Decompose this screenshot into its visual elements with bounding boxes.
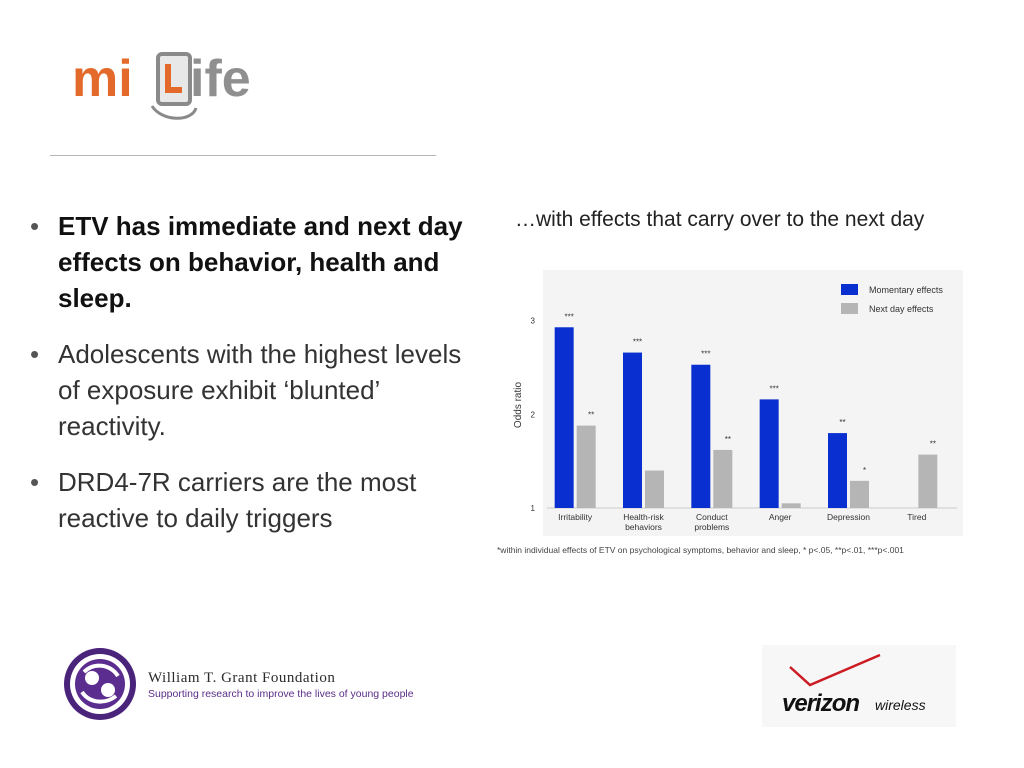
- chart-title: …with effects that carry over to the nex…: [515, 208, 925, 231]
- x-tick-label: Tired: [907, 512, 926, 522]
- y-tick-label: 2: [531, 410, 536, 419]
- logo-mi-text: mi: [72, 50, 133, 108]
- bar: [576, 425, 596, 508]
- header-divider: [50, 155, 436, 156]
- bullet-text: DRD4-7R carriers are the most reactive t…: [58, 467, 417, 533]
- significance-label: **: [839, 418, 845, 427]
- x-tick-label: problems: [694, 522, 729, 532]
- verizon-word: verizon: [782, 690, 860, 717]
- x-tick-label: Depression: [827, 512, 870, 522]
- wtgf-logo: [64, 648, 136, 720]
- significance-label: **: [588, 411, 594, 420]
- chart-footnote: *within individual effects of ETV on psy…: [497, 545, 904, 555]
- y-axis-label: Odds ratio: [513, 381, 524, 428]
- verizon-logo: [762, 645, 956, 727]
- plot-background: [543, 270, 963, 536]
- legend-label: Next day effects: [869, 304, 934, 314]
- logo-life-text: ife: [190, 50, 251, 108]
- bar: [828, 433, 847, 508]
- verizon-wireless-word: wireless: [875, 697, 926, 713]
- bullet-dot: •: [30, 211, 40, 241]
- bar: [623, 352, 642, 508]
- legend-label: Momentary effects: [869, 285, 943, 295]
- bullet-text: Adolescents with the highest levels of e…: [58, 339, 462, 441]
- wtgf-tagline: Supporting research to improve the lives…: [148, 688, 414, 700]
- verizon-check-icon: [789, 653, 881, 687]
- x-tick-label: Conduct: [696, 512, 728, 522]
- bullet-dot: •: [30, 339, 40, 369]
- bar: [713, 449, 733, 508]
- significance-label: ***: [701, 350, 710, 359]
- bar: [850, 480, 869, 508]
- significance-label: ***: [769, 384, 778, 393]
- bar: [554, 327, 574, 508]
- bullet-item: • DRD4-7R carriers are the most reactive…: [30, 464, 470, 536]
- bullet-list: • ETV has immediate and next day effects…: [30, 208, 470, 556]
- significance-label: ***: [564, 312, 573, 321]
- x-tick-label: behaviors: [625, 522, 662, 532]
- legend-swatch: [841, 284, 858, 295]
- significance-label: *: [863, 466, 866, 475]
- bar: [645, 470, 664, 508]
- phone-icon: [150, 52, 198, 120]
- bullet-text: ETV has immediate and next day effects o…: [58, 211, 463, 313]
- x-tick-label: Irritability: [558, 512, 593, 522]
- x-tick-label: Anger: [769, 512, 792, 522]
- significance-label: **: [725, 435, 731, 444]
- significance-label: ***: [633, 338, 642, 347]
- bar: [691, 364, 711, 508]
- x-tick-label: Health-risk: [623, 512, 664, 522]
- significance-label: **: [930, 440, 936, 449]
- wtgf-name: William T. Grant Foundation: [148, 670, 336, 686]
- milife-logo: mi ife: [72, 48, 292, 132]
- bar: [759, 399, 779, 508]
- y-tick-label: 1: [531, 504, 536, 513]
- bullet-item: • ETV has immediate and next day effects…: [30, 208, 470, 316]
- bar: [918, 454, 938, 508]
- legend-swatch: [841, 303, 858, 314]
- y-tick-label: 3: [531, 317, 536, 326]
- bullet-item: • Adolescents with the highest levels of…: [30, 336, 470, 444]
- bullet-dot: •: [30, 467, 40, 497]
- bar: [781, 503, 801, 508]
